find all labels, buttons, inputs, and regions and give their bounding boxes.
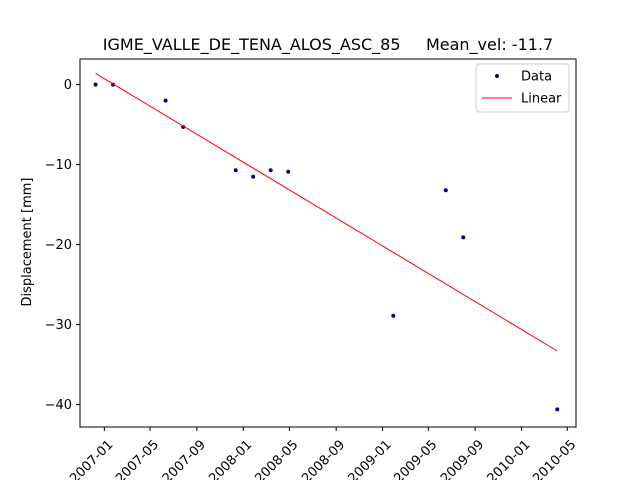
y-tick-label: −10 <box>45 158 72 173</box>
y-axis-label: Displacement [mm] <box>20 178 35 307</box>
data-point <box>461 235 466 240</box>
legend-label: Linear <box>521 92 562 107</box>
plot-frame <box>79 58 577 428</box>
data-point <box>233 168 238 173</box>
chart-title: IGME_VALLE_DE_TENA_ALOS_ASC_85 Mean_vel:… <box>103 35 553 55</box>
y-tick-label: −20 <box>45 238 72 253</box>
y-tick-label: −40 <box>45 398 72 413</box>
data-point <box>443 188 448 193</box>
data-point <box>391 313 396 318</box>
y-tick-label: −30 <box>45 318 72 333</box>
legend-marker-swatch <box>495 74 499 78</box>
legend-box <box>475 63 570 113</box>
legend-label: Data <box>521 70 552 85</box>
y-tick-label: 0 <box>64 78 72 93</box>
linear-fit-line <box>95 72 558 352</box>
data-point <box>268 168 273 173</box>
data-point <box>555 407 560 412</box>
data-point <box>286 169 291 174</box>
data-point <box>163 98 168 103</box>
legend: Data Linear <box>475 63 570 113</box>
plot-area <box>93 72 560 412</box>
data-point <box>93 82 98 87</box>
data-point <box>251 174 256 179</box>
